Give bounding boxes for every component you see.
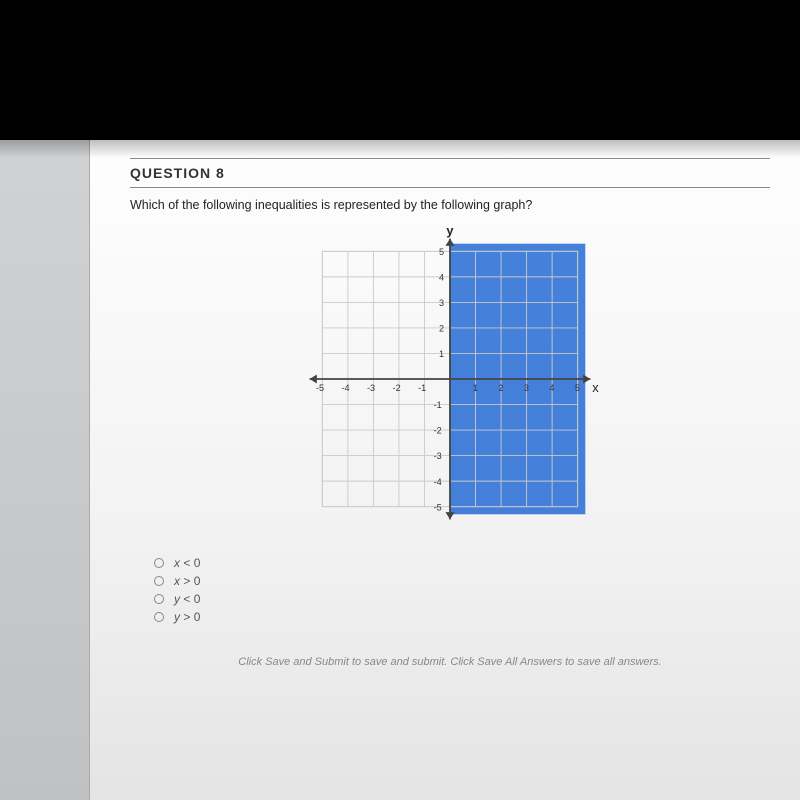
top-black-bar: [0, 0, 800, 140]
x-tick-label: -5: [316, 383, 324, 393]
left-page-gutter: [0, 140, 90, 800]
radio-icon[interactable]: [154, 576, 164, 586]
answer-options: x < 0 x > 0 y < 0 y > 0: [154, 556, 770, 624]
option-val: 0: [194, 556, 201, 570]
option-val: 0: [194, 574, 201, 588]
arrow-down-icon: [445, 512, 454, 519]
y-tick-label: -1: [434, 400, 442, 410]
question-paper: QUESTION 8 Which of the following inequa…: [90, 140, 800, 800]
radio-icon[interactable]: [154, 558, 164, 568]
x-tick-label: -1: [418, 383, 426, 393]
question-number: QUESTION 8: [130, 165, 770, 181]
option-val: 0: [194, 610, 201, 624]
x-tick-label: -2: [393, 383, 401, 393]
answer-option[interactable]: y < 0: [154, 592, 770, 606]
x-tick-label: 1: [473, 383, 478, 393]
radio-icon[interactable]: [154, 594, 164, 604]
y-tick-label: -2: [434, 426, 442, 436]
save-submit-hint: Click Save and Submit to save and submit…: [130, 656, 770, 668]
option-op: >: [180, 574, 194, 588]
y-tick-label: -4: [434, 477, 442, 487]
inequality-graph: -5 -4 -3 -2 -1 1 2 3 4 5 -5 -4 -3 -2 -1 1 2 3 4 5 x y: [295, 224, 605, 534]
option-op: <: [180, 556, 194, 570]
x-tick-label: 5: [575, 383, 580, 393]
x-tick-label: 4: [549, 383, 554, 393]
arrow-right-icon: [583, 374, 590, 383]
y-tick-label: 4: [439, 273, 444, 283]
y-tick-label: 2: [439, 324, 444, 334]
question-prompt: Which of the following inequalities is r…: [130, 198, 770, 212]
option-expression: x > 0: [174, 574, 200, 588]
x-tick-label: -4: [342, 383, 350, 393]
y-tick-label: -5: [434, 502, 442, 512]
y-tick-label: 5: [439, 247, 444, 257]
x-axis-label: x: [592, 380, 599, 395]
option-op: <: [180, 592, 194, 606]
y-tick-label: 3: [439, 298, 444, 308]
answer-option[interactable]: x < 0: [154, 556, 770, 570]
y-tick-label: -3: [434, 451, 442, 461]
y-tick-label: 1: [439, 349, 444, 359]
option-op: >: [180, 610, 194, 624]
option-expression: x < 0: [174, 556, 200, 570]
question-header: QUESTION 8: [130, 158, 770, 188]
x-tick-label: 2: [498, 383, 503, 393]
radio-icon[interactable]: [154, 612, 164, 622]
answer-option[interactable]: y > 0: [154, 610, 770, 624]
x-tick-label: -3: [367, 383, 375, 393]
option-expression: y > 0: [174, 610, 200, 624]
option-val: 0: [194, 592, 201, 606]
y-axis-label: y: [446, 224, 454, 238]
answer-option[interactable]: x > 0: [154, 574, 770, 588]
arrow-up-icon: [445, 239, 454, 246]
x-tick-label: 3: [524, 383, 529, 393]
option-expression: y < 0: [174, 592, 200, 606]
